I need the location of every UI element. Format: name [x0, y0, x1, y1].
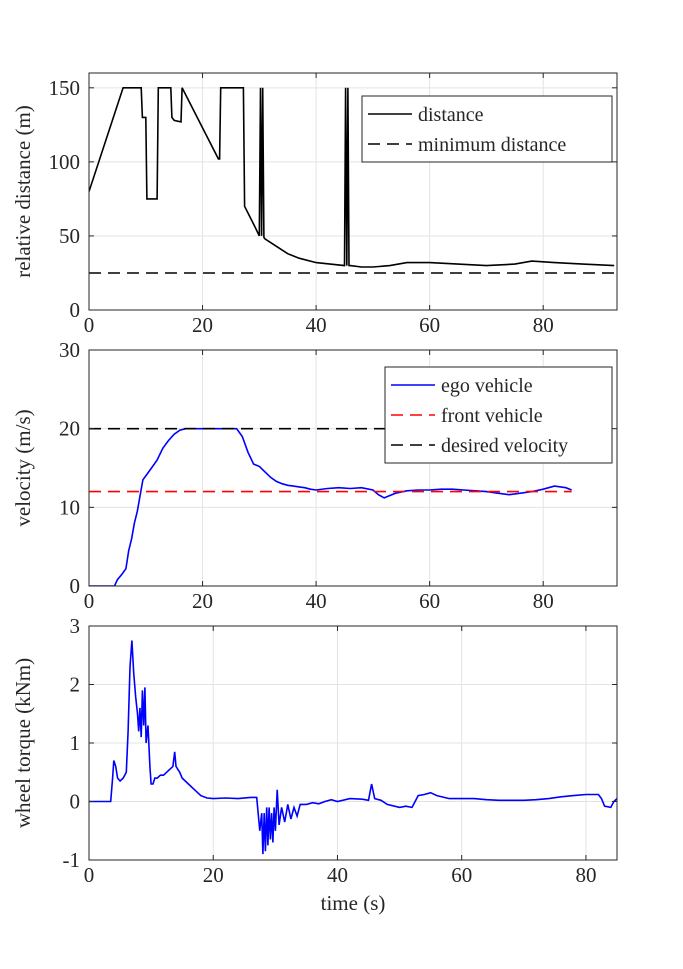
legend-label: front vehicle: [441, 405, 543, 427]
x-tick-label: 40: [327, 863, 348, 887]
y-tick-label: 0: [70, 298, 81, 322]
x-tick-label: 20: [192, 589, 213, 613]
legend: distance minimum distance: [361, 95, 613, 163]
x-tick-label: 80: [533, 313, 554, 337]
y-tick-label: 50: [59, 224, 80, 248]
y-tick-label: 3: [70, 614, 81, 638]
y-tick-label: 0: [70, 790, 81, 814]
x-tick-label: 20: [203, 863, 224, 887]
series-wheel-torque-line: [89, 640, 617, 855]
y-tick-label: -1: [63, 848, 81, 872]
series-distance-line: [89, 87, 615, 268]
x-tick-label: 80: [533, 589, 554, 613]
x-tick-label: 80: [575, 863, 596, 887]
legend-label: ego vehicle: [441, 375, 533, 397]
y-axis-label: velocity (m/s): [11, 409, 35, 526]
y-tick-label: 1: [70, 731, 81, 755]
legend: ego vehicle front vehicle desired velocity: [384, 366, 613, 464]
x-tick-label: 0: [84, 313, 95, 337]
series-ego-vehicle-line: [89, 427, 572, 586]
axes-frame: [88, 72, 618, 311]
x-tick-label: 60: [451, 863, 472, 887]
y-tick-label: 30: [59, 338, 80, 362]
x-axis-label: time (s): [321, 891, 386, 915]
legend-label: minimum distance: [418, 134, 566, 156]
distance-panel: 0 20 40 60 80 0 50 100 150 relative distance (m) d…: [11, 72, 618, 337]
legend-label: distance: [418, 104, 484, 126]
x-tick-label: 40: [306, 589, 327, 613]
x-tick-label: 20: [192, 313, 213, 337]
y-tick-label: 10: [59, 495, 80, 519]
legend-box: [384, 366, 613, 464]
x-tick-label: 40: [306, 313, 327, 337]
y-axis-label: relative distance (m): [11, 105, 35, 278]
x-tick-label: 60: [419, 589, 440, 613]
y-tick-label: 0: [70, 574, 81, 598]
y-axis-label: wheel torque (kNm): [11, 658, 35, 828]
x-tick-label: 60: [419, 313, 440, 337]
legend-label: desired velocity: [441, 435, 568, 457]
y-tick-label: 100: [49, 150, 81, 174]
x-tick-label: 0: [84, 863, 95, 887]
legend-box: [361, 95, 613, 163]
y-tick-label: 2: [70, 673, 81, 697]
axes-frame: [88, 349, 618, 587]
velocity-panel: 0 20 40 60 80 0 10 20 30 velocity (m/s) ego vehicl…: [11, 338, 618, 613]
y-tick-label: 20: [59, 417, 80, 441]
x-tick-label: 0: [84, 589, 95, 613]
y-tick-label: 150: [49, 76, 81, 100]
